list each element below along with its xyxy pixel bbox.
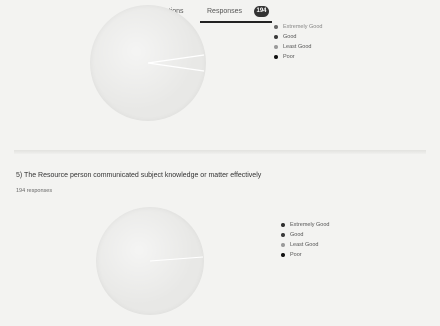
legend-item: Poor [274,52,322,62]
legend-item: Least Good [281,240,329,250]
legend-dot-icon [281,253,285,257]
legend-item: Least Good [274,42,322,52]
chart-legend-2: Extremely Good Good Least Good Poor [281,220,329,260]
legend-label: Least Good [290,242,318,248]
active-tab-indicator [200,21,272,23]
legend-item: Extremely Good [281,220,329,230]
legend-label: Extremely Good [290,222,329,228]
legend-dot-icon [281,223,285,227]
pie-chart-2 [96,207,204,315]
legend-label: Good [290,232,303,238]
legend-label: Poor [283,54,295,60]
legend-label: Poor [290,252,302,258]
legend-dot-icon [274,55,278,59]
legend-dot-icon [281,243,285,247]
legend-item: Good [281,230,329,240]
legend-dot-icon [281,233,285,237]
section-divider [14,150,426,154]
responses-count-badge: 194 [254,6,269,17]
legend-label: Least Good [283,44,311,50]
responses-count: 194 responses [16,188,52,194]
pie-slice-divider-1 [90,5,206,121]
tab-responses[interactable]: Responses [207,8,242,15]
legend-dot-icon [274,25,278,29]
chart-legend-1: Extremely Good Good Least Good Poor [274,22,322,62]
legend-label: Good [283,34,296,40]
question-title: 5) The Resource person communicated subj… [16,172,261,179]
legend-item: Poor [281,250,329,260]
legend-item: Extremely Good [274,22,322,32]
response-tabs: Questions Responses 194 [0,0,440,26]
legend-dot-icon [274,45,278,49]
pie-slice-divider-2 [96,207,204,315]
legend-label: Extremely Good [283,24,322,30]
pie-chart-1 [90,5,206,121]
legend-item: Good [274,32,322,42]
legend-dot-icon [274,35,278,39]
